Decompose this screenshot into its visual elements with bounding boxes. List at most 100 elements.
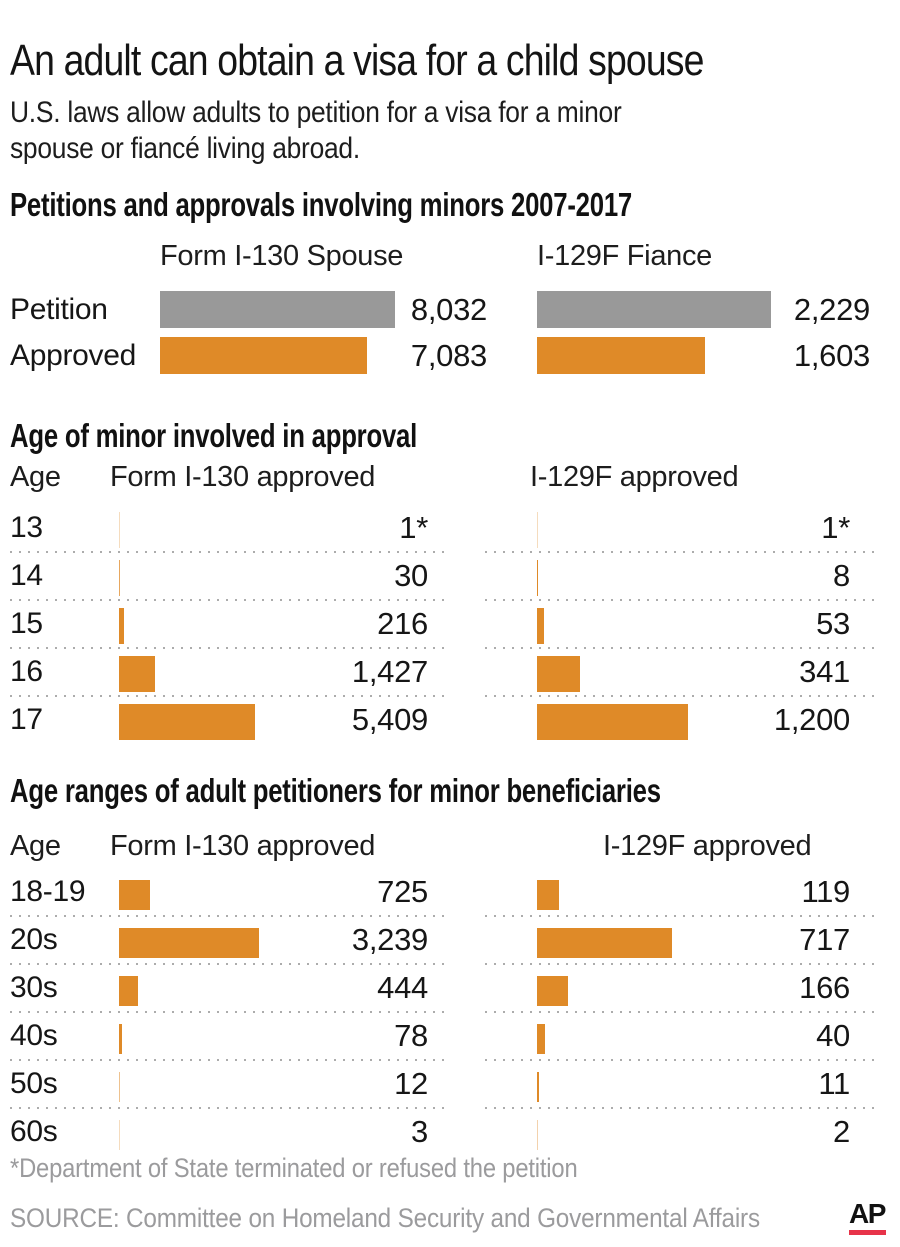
value-label: 216 (377, 606, 428, 641)
value-label: 2,229 (793, 292, 870, 327)
value-label: 8 (833, 558, 850, 593)
value-label: 1* (399, 510, 428, 545)
row-separator (485, 599, 878, 601)
bar-age14-i129f (537, 560, 538, 596)
value-label: 1,427 (351, 654, 428, 689)
column-header-i129f-approved: I-129F approved (603, 830, 812, 862)
value-label: 2 (833, 1114, 850, 1149)
bar-60s-i130 (119, 1120, 120, 1150)
row-label: Approved (10, 339, 137, 372)
bar-60s-i129f (537, 1120, 538, 1150)
table-row-age-17: 17 5,409 1,200 (0, 696, 900, 744)
bar-petition-i130 (160, 291, 395, 328)
value-label: 1,200 (773, 702, 850, 737)
table-row-age-13: 13 1* 1* (0, 504, 900, 553)
row-separator (10, 963, 450, 965)
bar-age13-i130 (119, 512, 120, 548)
bar-20s-i130 (119, 928, 259, 958)
section-2-title-text: Age of minor involved in approval (10, 417, 418, 454)
table-row-age-16: 16 1,427 341 (0, 648, 900, 697)
section-3-title-text: Age ranges of adult petitioners for mino… (10, 772, 661, 809)
value-label: 7,083 (410, 338, 487, 373)
section-1-title: Petitions and approvals involving minors… (10, 186, 807, 224)
bar-age16-i129f (537, 656, 580, 692)
row-label: 20s (10, 923, 58, 956)
bar-18-19-i130 (119, 880, 151, 910)
value-label: 166 (799, 970, 850, 1005)
page-title: An adult can obtain a visa for a child s… (10, 36, 826, 86)
value-label: 3,239 (351, 922, 428, 957)
value-label: 8,032 (410, 292, 487, 327)
bar-age16-i130 (119, 656, 155, 692)
table-row-age-15: 15 216 53 (0, 600, 900, 649)
source-text: SOURCE: Committee on Homeland Security a… (10, 1203, 760, 1233)
ap-logo: AP (849, 1200, 886, 1235)
row-label: 16 (10, 655, 43, 688)
row-separator (10, 695, 450, 697)
source-line: SOURCE: Committee on Homeland Security a… (10, 1203, 843, 1234)
row-separator (485, 1107, 878, 1109)
table-row-age-20s: 20s 3,239 717 (0, 916, 900, 965)
row-separator (10, 1059, 450, 1061)
row-label: 18-19 (10, 875, 86, 908)
bar-40s-i129f (537, 1024, 545, 1054)
bar-40s-i130 (119, 1024, 123, 1054)
value-label: 11 (818, 1066, 850, 1101)
row-label: 50s (10, 1067, 58, 1100)
row-label: 17 (10, 703, 43, 736)
page-subtitle: U.S. laws allow adults to petition for a… (10, 95, 705, 167)
value-label: 341 (799, 654, 850, 689)
bar-age13-i129f (537, 512, 538, 548)
row-label: 60s (10, 1115, 58, 1148)
value-label: 717 (799, 922, 850, 957)
row-separator (485, 1011, 878, 1013)
section-3-title: Age ranges of adult petitioners for mino… (10, 772, 844, 810)
subtitle-line-1: U.S. laws allow adults to petition for a… (10, 96, 622, 129)
subtitle-line-2: spouse or fiancé living abroad. (10, 132, 360, 165)
column-header-i129f-fiance: I-129F Fiance (537, 240, 713, 272)
table-row-age-40s: 40s 78 40 (0, 1012, 900, 1061)
bar-30s-i130 (119, 976, 139, 1006)
row-label: Petition (10, 293, 108, 326)
value-label: 1* (821, 510, 850, 545)
bar-18-19-i129f (537, 880, 560, 910)
row-label: 14 (10, 559, 43, 592)
row-separator (10, 599, 450, 601)
value-label: 1,603 (793, 338, 870, 373)
value-label: 53 (816, 606, 850, 641)
value-label: 78 (394, 1018, 428, 1053)
row-separator (10, 647, 450, 649)
row-separator (10, 1011, 450, 1013)
footnote: *Department of State terminated or refus… (10, 1153, 655, 1184)
bar-age15-i130 (119, 608, 125, 644)
bar-age17-i130 (119, 704, 255, 740)
bar-approved-i129f (537, 337, 706, 374)
row-separator (485, 647, 878, 649)
column-header-i130-spouse: Form I-130 Spouse (160, 240, 404, 272)
row-label: 30s (10, 971, 58, 1004)
section-3-column-headers: Age Form I-130 approved I-129F approved (0, 830, 900, 864)
row-separator (10, 915, 450, 917)
bar-20s-i129f (537, 928, 672, 958)
row-separator (485, 695, 878, 697)
column-header-i129f-approved: I-129F approved (530, 461, 739, 493)
bar-age15-i129f (537, 608, 544, 644)
bar-30s-i129f (537, 976, 569, 1006)
row-label: 40s (10, 1019, 58, 1052)
value-label: 40 (816, 1018, 850, 1053)
table-row-age-30s: 30s 444 166 (0, 964, 900, 1013)
column-header-age: Age (10, 830, 61, 862)
section-2-title: Age of minor involved in approval (10, 417, 532, 455)
column-header-i130-approved: Form I-130 approved (110, 461, 376, 493)
row-separator (485, 551, 878, 553)
value-label: 119 (801, 874, 850, 909)
value-label: 12 (394, 1066, 428, 1101)
column-header-i130-approved: Form I-130 approved (110, 830, 376, 862)
row-separator (485, 1059, 878, 1061)
table-row-petition: Petition 8,032 2,229 (0, 291, 900, 329)
table-row-age-14: 14 30 8 (0, 552, 900, 601)
value-label: 725 (377, 874, 428, 909)
row-label: 13 (10, 511, 43, 544)
bar-petition-i129f (537, 291, 771, 328)
